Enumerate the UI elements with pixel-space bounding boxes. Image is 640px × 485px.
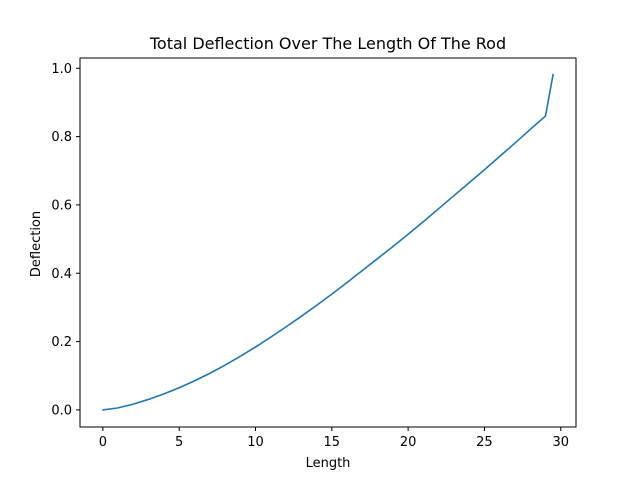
x-tick-label: 20	[400, 435, 417, 450]
y-axis-label: Deflection	[29, 211, 44, 277]
series-line-0	[102, 73, 554, 411]
y-tick-label: 0.6	[51, 198, 72, 213]
y-tick-label: 0.8	[51, 130, 72, 145]
y-tick-label: 0.0	[51, 403, 72, 418]
y-axis: 0.0 0.2 0.4 0.6 0.8 1.0	[51, 62, 80, 418]
plot-area	[79, 57, 577, 428]
x-tick-label: 15	[324, 435, 341, 450]
x-tick-label: 30	[552, 435, 569, 450]
x-axis-label: Length	[306, 456, 351, 471]
x-tick-label: 10	[247, 435, 264, 450]
x-axis: 0 5 10 15 20 25 30	[99, 427, 569, 450]
x-tick-label: 5	[175, 435, 183, 450]
chart-title: Total Deflection Over The Length Of The …	[149, 34, 506, 53]
y-tick-label: 0.4	[51, 267, 72, 282]
y-tick-label: 0.2	[51, 335, 72, 350]
y-tick-label: 1.0	[51, 62, 72, 77]
axes-frame	[79, 57, 577, 428]
x-tick-label: 0	[99, 435, 107, 450]
x-tick-label: 25	[476, 435, 493, 450]
